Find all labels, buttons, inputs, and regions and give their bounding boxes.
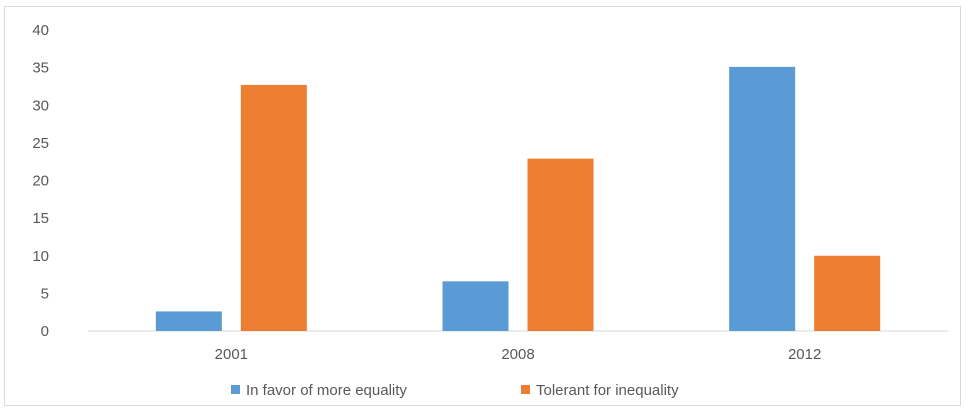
- legend-swatch-in-favor: [231, 385, 240, 394]
- y-tick-label: 15: [32, 210, 49, 227]
- y-tick-label: 25: [32, 135, 49, 152]
- chart-frame: [4, 6, 961, 406]
- legend-swatch-tolerant: [521, 385, 530, 394]
- x-tick-label: 2008: [501, 346, 534, 363]
- bar-2012-series-0: [729, 66, 796, 331]
- bar-2001-series-0: [155, 311, 222, 331]
- bars: [155, 66, 881, 332]
- y-tick-label: 0: [41, 323, 49, 340]
- y-axis-labels: 0 5 10 15 20 25 30 35 40: [32, 22, 49, 340]
- x-tick-label: 2001: [215, 346, 248, 363]
- y-tick-label: 35: [32, 60, 49, 77]
- x-axis-labels: 2001 2008 2012: [215, 346, 822, 363]
- bar-2012-series-1: [814, 255, 881, 331]
- legend: In favor of more equality Tolerant for i…: [231, 382, 679, 399]
- legend-label-tolerant: Tolerant for inequality: [536, 382, 679, 399]
- bar-2008-series-1: [527, 158, 594, 331]
- y-tick-label: 20: [32, 173, 49, 190]
- x-tick-label: 2012: [788, 346, 821, 363]
- bar-2001-series-1: [240, 84, 307, 332]
- legend-item-in-favor: In favor of more equality: [231, 382, 407, 399]
- y-tick-label: 10: [32, 248, 49, 265]
- y-tick-label: 5: [41, 285, 49, 302]
- y-tick-label: 30: [32, 97, 49, 114]
- legend-label-in-favor: In favor of more equality: [246, 382, 407, 399]
- bar-2008-series-0: [442, 281, 509, 331]
- y-tick-label: 40: [32, 22, 49, 39]
- legend-item-tolerant: Tolerant for inequality: [521, 382, 679, 399]
